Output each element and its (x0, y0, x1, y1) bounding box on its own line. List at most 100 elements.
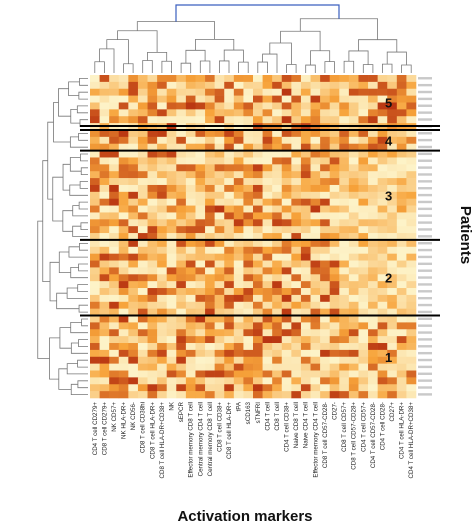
heatmap-cell (262, 356, 273, 364)
heatmap-cell (90, 253, 100, 261)
heatmap-cell (137, 129, 148, 138)
heatmap-cell (90, 95, 100, 103)
heatmap-cell (348, 384, 359, 392)
heatmap-cell (214, 157, 225, 165)
heatmap-cell (396, 212, 407, 220)
heatmap-cell (281, 219, 292, 227)
heatmap-cell (387, 377, 398, 385)
row-tick-label (418, 97, 432, 101)
heatmap-cell (368, 233, 378, 241)
heatmap-cell (205, 370, 215, 378)
column-label: Effector memory CD4 T cell (312, 402, 319, 478)
column-label: CD8 T cell CD57-CD28+ (351, 402, 358, 470)
heatmap-cell (128, 116, 139, 124)
heatmap-cell (233, 226, 244, 234)
heatmap-cell (262, 322, 273, 330)
heatmap-cell (300, 384, 311, 392)
heatmap-cell (310, 253, 321, 261)
heatmap-cell (147, 233, 158, 241)
dendrogram-root (175, 4, 340, 22)
dendrogram-branch (69, 136, 88, 148)
heatmap-cell (320, 246, 331, 254)
column-label: CD8 T cell CD57-CD28- (322, 402, 329, 468)
heatmap-cell (195, 294, 206, 303)
heatmap-cell (281, 143, 292, 151)
heatmap-cell (233, 349, 244, 358)
heatmap-cell (272, 184, 283, 193)
heatmap-cell (109, 308, 120, 316)
heatmap-cell (253, 246, 263, 254)
heatmap-cell (320, 329, 331, 337)
heatmap-cell (195, 391, 206, 399)
heatmap-cell (253, 212, 263, 220)
heatmap-cell (368, 246, 378, 254)
heatmap-cell (368, 336, 378, 344)
heatmap-cell (358, 281, 369, 289)
heatmap-cell (291, 363, 302, 371)
heatmap-cell (406, 184, 417, 193)
heatmap-cell (310, 343, 321, 351)
heatmap-cell (233, 370, 244, 378)
row-tick-label (418, 118, 432, 121)
dendrogram-branch (99, 48, 115, 73)
heatmap-cell (157, 370, 168, 378)
column-label: Central memory CD8 T cell (207, 402, 214, 476)
heatmap-cell (205, 198, 215, 206)
heatmap-cell (339, 322, 350, 330)
heatmap-cell (320, 253, 331, 261)
heatmap-cell (224, 281, 235, 289)
heatmap-cell (377, 349, 388, 358)
heatmap-cell (157, 191, 168, 199)
heatmap-cell (348, 233, 359, 241)
heatmap-cell (396, 219, 407, 227)
heatmap-cell (128, 233, 139, 241)
heatmap-cell (118, 81, 129, 90)
heatmap-cell (233, 246, 244, 254)
heatmap-cell (329, 246, 340, 254)
heatmap-cell (157, 281, 168, 289)
heatmap-cell (368, 157, 378, 165)
heatmap-cell (214, 88, 225, 96)
heatmap-cell (253, 370, 263, 378)
heatmap-cell (137, 301, 148, 309)
heatmap-cell (396, 356, 407, 364)
heatmap-cell (157, 343, 168, 351)
heatmap-cell (320, 116, 331, 124)
dendrogram-branch (77, 359, 88, 368)
heatmap-cell (166, 274, 177, 282)
heatmap-cell (147, 274, 158, 282)
heatmap-cell (185, 191, 196, 199)
heatmap-cell (185, 288, 196, 296)
heatmap-cell (243, 143, 254, 151)
heatmap-cell (118, 288, 129, 296)
heatmap-cell (329, 370, 340, 378)
heatmap-cell (214, 377, 225, 385)
heatmap-cell (262, 301, 273, 309)
row-tick-label (418, 303, 432, 307)
heatmap-cell (339, 219, 350, 227)
heatmap-cell (233, 129, 244, 138)
heatmap-cell (137, 226, 148, 234)
heatmap-cell (205, 75, 215, 83)
column-label: CD4 T cell CD38+ (284, 402, 291, 452)
row-tick-label (418, 138, 432, 142)
heatmap-cell (377, 336, 388, 344)
heatmap-cell (406, 239, 417, 248)
heatmap-cell (320, 315, 331, 323)
heatmap-cell (358, 178, 369, 186)
heatmap-cell (233, 274, 244, 282)
heatmap-cell (253, 267, 263, 275)
heatmap-cell (205, 102, 215, 110)
heatmap-cell (109, 253, 120, 261)
heatmap-cell (185, 150, 196, 158)
heatmap-cell (99, 191, 110, 199)
heatmap-cell (128, 294, 139, 303)
heatmap-cell (243, 260, 254, 268)
heatmap-cell (224, 329, 235, 337)
heatmap-cell (214, 315, 225, 323)
heatmap-cell (281, 288, 292, 296)
heatmap-cell (185, 308, 196, 316)
heatmap-cell (233, 75, 244, 83)
row-tick-label (418, 90, 432, 94)
heatmap-cell (99, 384, 110, 392)
